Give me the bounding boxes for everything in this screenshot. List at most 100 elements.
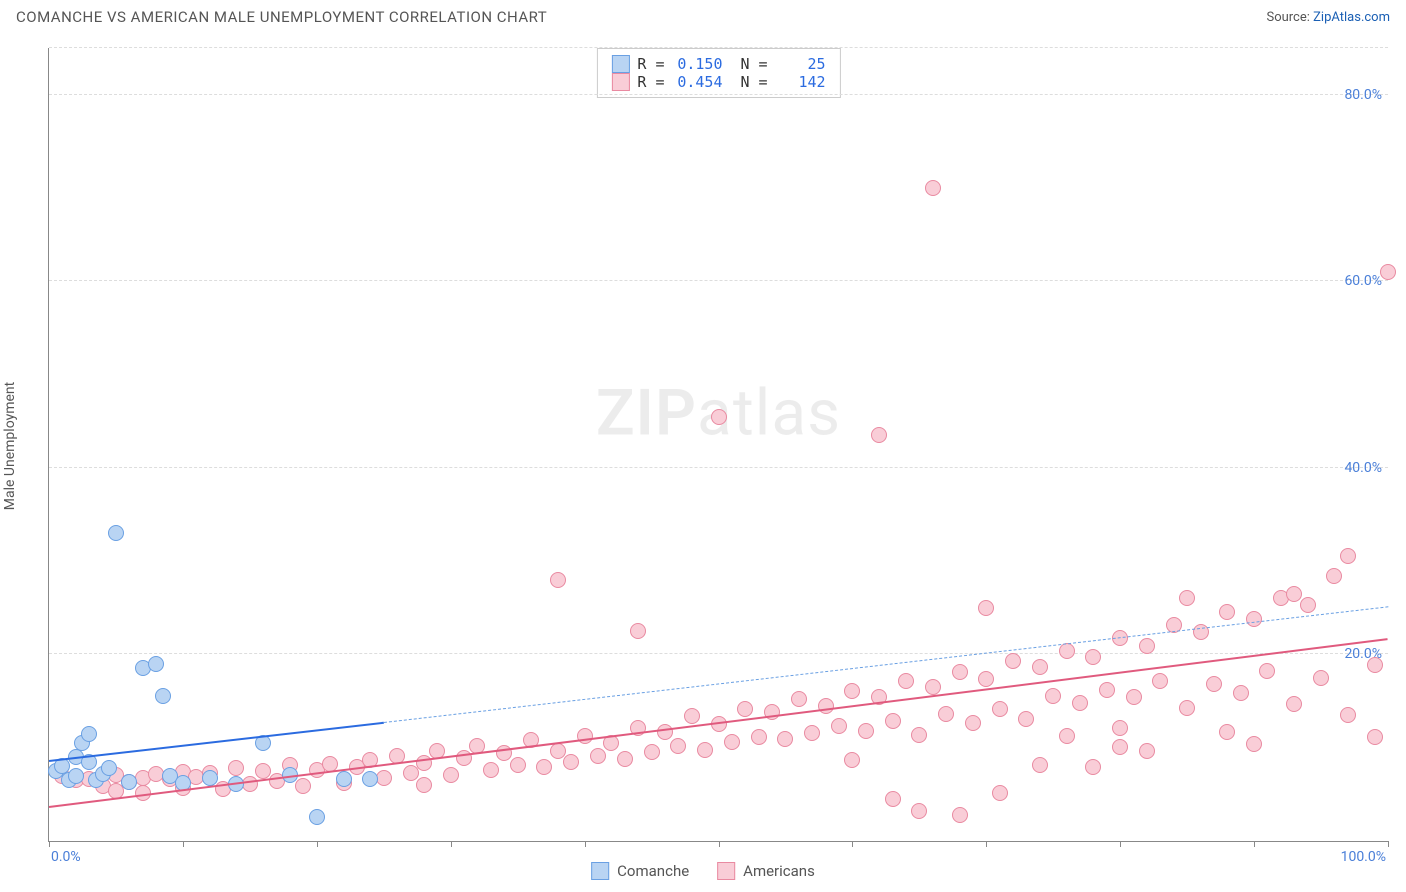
gridline bbox=[49, 280, 1388, 281]
scatter-point-americans bbox=[818, 698, 834, 714]
gridline bbox=[49, 653, 1388, 654]
scatter-point-americans bbox=[737, 701, 753, 717]
x-tick bbox=[49, 841, 50, 847]
scatter-point-americans bbox=[1206, 676, 1222, 692]
scatter-point-americans bbox=[1179, 590, 1195, 606]
scatter-point-americans bbox=[403, 765, 419, 781]
x-tick bbox=[585, 841, 586, 847]
scatter-point-americans bbox=[1179, 700, 1195, 716]
scatter-point-americans bbox=[443, 767, 459, 783]
scatter-point-americans bbox=[630, 623, 646, 639]
scatter-point-americans bbox=[1045, 688, 1061, 704]
legend-n-value: 25 bbox=[776, 55, 826, 73]
scatter-point-comanche bbox=[68, 768, 84, 784]
legend-swatch bbox=[591, 862, 609, 880]
scatter-point-americans bbox=[550, 572, 566, 588]
legend-swatch bbox=[611, 55, 629, 73]
legend-series: Comanche Americans bbox=[591, 862, 815, 880]
gridline bbox=[49, 467, 1388, 468]
scatter-plot: ZIPatlas R =0.150N =25R =0.454N =142 20.… bbox=[48, 48, 1388, 842]
scatter-point-americans bbox=[978, 671, 994, 687]
legend-row: R =0.454N =142 bbox=[611, 73, 825, 91]
scatter-point-americans bbox=[751, 729, 767, 745]
scatter-point-americans bbox=[1286, 586, 1302, 602]
legend-item: Americans bbox=[717, 862, 815, 880]
legend-correlation: R = 0.150 N = 25R =0.454N =142 bbox=[596, 48, 840, 98]
scatter-point-americans bbox=[1018, 711, 1034, 727]
scatter-point-americans bbox=[978, 600, 994, 616]
x-tick-label: 100.0% bbox=[1341, 849, 1386, 865]
legend-n-value: 142 bbox=[776, 73, 826, 91]
scatter-point-americans bbox=[684, 708, 700, 724]
scatter-point-americans bbox=[777, 731, 793, 747]
y-tick-label: 80.0% bbox=[1344, 87, 1382, 103]
source-link[interactable]: ZipAtlas.com bbox=[1313, 10, 1390, 25]
scatter-point-americans bbox=[724, 734, 740, 750]
scatter-point-americans bbox=[952, 807, 968, 823]
scatter-point-americans bbox=[1032, 757, 1048, 773]
scatter-point-americans bbox=[644, 744, 660, 760]
legend-r-label: R = bbox=[637, 55, 664, 73]
legend-r-value: 0.150 bbox=[673, 55, 723, 73]
scatter-point-americans bbox=[1340, 548, 1356, 564]
scatter-point-americans bbox=[992, 701, 1008, 717]
x-tick bbox=[183, 841, 184, 847]
scatter-point-americans bbox=[992, 785, 1008, 801]
scatter-point-americans bbox=[1139, 638, 1155, 654]
scatter-point-americans bbox=[617, 751, 633, 767]
x-tick bbox=[317, 841, 318, 847]
scatter-point-americans bbox=[657, 724, 673, 740]
scatter-point-americans bbox=[1152, 673, 1168, 689]
scatter-point-americans bbox=[1259, 663, 1275, 679]
scatter-point-comanche bbox=[108, 525, 124, 541]
scatter-point-americans bbox=[1219, 724, 1235, 740]
x-tick bbox=[852, 841, 853, 847]
scatter-point-comanche bbox=[121, 774, 137, 790]
gridline bbox=[49, 47, 1388, 48]
x-tick bbox=[1120, 841, 1121, 847]
legend-row: R = 0.150 N = 25 bbox=[611, 55, 825, 73]
scatter-point-americans bbox=[1085, 759, 1101, 775]
scatter-point-americans bbox=[563, 754, 579, 770]
scatter-point-americans bbox=[550, 743, 566, 759]
x-tick bbox=[719, 841, 720, 847]
scatter-point-americans bbox=[1072, 695, 1088, 711]
gridline bbox=[49, 94, 1388, 95]
scatter-point-americans bbox=[911, 727, 927, 743]
x-tick-label: 0.0% bbox=[51, 849, 81, 865]
scatter-point-americans bbox=[885, 713, 901, 729]
scatter-point-americans bbox=[510, 757, 526, 773]
scatter-point-americans bbox=[1219, 604, 1235, 620]
scatter-point-americans bbox=[1032, 659, 1048, 675]
scatter-point-comanche bbox=[309, 809, 325, 825]
scatter-point-americans bbox=[416, 755, 432, 771]
scatter-point-comanche bbox=[362, 771, 378, 787]
scatter-point-americans bbox=[711, 409, 727, 425]
scatter-point-americans bbox=[858, 723, 874, 739]
scatter-point-americans bbox=[885, 791, 901, 807]
scatter-point-comanche bbox=[202, 770, 218, 786]
scatter-point-americans bbox=[1367, 729, 1383, 745]
x-tick bbox=[1254, 841, 1255, 847]
scatter-point-americans bbox=[1059, 728, 1075, 744]
scatter-point-americans bbox=[871, 427, 887, 443]
scatter-point-americans bbox=[697, 742, 713, 758]
scatter-point-americans bbox=[1085, 649, 1101, 665]
chart-header: COMANCHE VS AMERICAN MALE UNEMPLOYMENT C… bbox=[0, 0, 1406, 34]
legend-swatch bbox=[717, 862, 735, 880]
legend-swatch bbox=[611, 73, 629, 91]
scatter-point-americans bbox=[804, 725, 820, 741]
scatter-point-americans bbox=[1112, 720, 1128, 736]
legend-item: Comanche bbox=[591, 862, 689, 880]
scatter-point-americans bbox=[483, 762, 499, 778]
scatter-point-americans bbox=[965, 715, 981, 731]
legend-n-label: N = bbox=[741, 55, 768, 73]
scatter-point-americans bbox=[1233, 685, 1249, 701]
scatter-point-comanche bbox=[336, 771, 352, 787]
scatter-point-americans bbox=[831, 718, 847, 734]
scatter-point-americans bbox=[844, 752, 860, 768]
scatter-point-americans bbox=[1326, 568, 1342, 584]
scatter-point-americans bbox=[1139, 743, 1155, 759]
scatter-point-americans bbox=[295, 778, 311, 794]
scatter-point-americans bbox=[1313, 670, 1329, 686]
